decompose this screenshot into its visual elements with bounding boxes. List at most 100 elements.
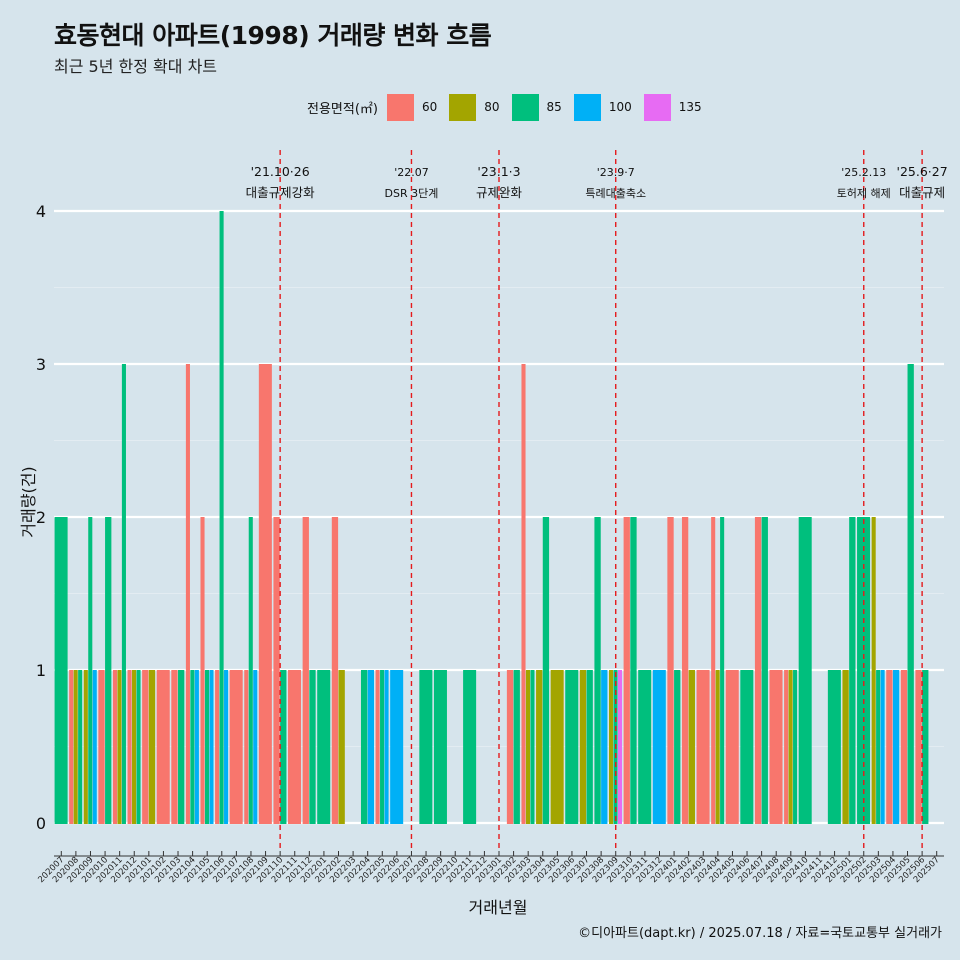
bar-202404-85 — [720, 517, 725, 824]
bars — [54, 211, 929, 824]
legend-title: 전용면적(㎡) — [307, 101, 378, 117]
bar-202308-85 — [594, 517, 601, 824]
bar-202404-60 — [711, 517, 716, 824]
bar-202109-60 — [258, 364, 272, 824]
bar-202108-100 — [253, 670, 258, 824]
event-date-202309: '23.9·7 — [597, 166, 635, 179]
bar-202304-85 — [542, 517, 550, 824]
bar-202504-100 — [892, 670, 900, 824]
bar-202202-60 — [331, 517, 339, 824]
bar-202503-100 — [880, 670, 885, 824]
y-tick-label-4: 4 — [36, 202, 46, 221]
bar-202012-80 — [132, 670, 137, 824]
event-date-202502: '25.2.13 — [841, 166, 886, 179]
bar-202103-60 — [171, 670, 178, 824]
bar-202010-85 — [105, 517, 112, 824]
bar-202104-100 — [194, 670, 199, 824]
bar-202402-80 — [688, 670, 695, 824]
bar-202111-60 — [288, 670, 302, 824]
bar-202409-80 — [788, 670, 793, 824]
y-tick-label-0: 0 — [36, 814, 46, 833]
bar-202404-80 — [715, 670, 720, 824]
bar-202503-80 — [871, 517, 876, 824]
bar-202505-85 — [907, 364, 914, 824]
bar-202307-80 — [579, 670, 587, 824]
bar-202108-60 — [244, 670, 249, 824]
event-date-202207: '22.07 — [394, 166, 429, 179]
bar-202407-85 — [761, 517, 768, 824]
legend-label-85: 85 — [546, 100, 562, 114]
bar-202211-85 — [463, 670, 477, 824]
bar-202205-60 — [375, 670, 380, 824]
bar-202112-85 — [309, 670, 316, 824]
bar-202311-85 — [638, 670, 652, 824]
bar-202310-85 — [630, 517, 637, 824]
bar-202101-60 — [142, 670, 149, 824]
bar-202209-85 — [433, 670, 447, 824]
event-label-202506: 대출규제 — [899, 185, 945, 200]
event-lines: '21.10·26 대출규제강화 '22.07 DSR 3단계 '23.1·3 규제완화 '… — [246, 150, 948, 850]
legend-key-80: 80 — [449, 93, 505, 121]
bar-202403-60 — [696, 670, 710, 824]
bar-202206-100 — [390, 670, 404, 824]
event-label-202502: 토허제 해제 — [837, 186, 891, 200]
bar-202205-85 — [380, 670, 385, 824]
event-date-202506: '25.6·27 — [897, 164, 948, 179]
bar-202407-60 — [754, 517, 762, 824]
bar-202008-60 — [69, 670, 74, 824]
bar-202405-60 — [725, 670, 739, 824]
bar-202110-60 — [273, 517, 280, 824]
x-axis-title: 거래년월 — [469, 898, 528, 917]
bar-202502-85 — [857, 517, 871, 824]
bar-202204-85 — [360, 670, 368, 824]
bar-202112-60 — [302, 517, 309, 824]
bar-202307-85 — [586, 670, 593, 824]
bar-202310-60 — [623, 517, 630, 824]
bar-202102-60 — [156, 670, 170, 824]
bar-202503-85 — [876, 670, 881, 824]
bar-202505-60 — [900, 670, 908, 824]
event-label-202207: DSR 3단계 — [385, 187, 439, 200]
bar-202506-60 — [915, 670, 922, 824]
event-label-202110: 대출규제강화 — [246, 185, 316, 200]
legend-label-60: 60 — [421, 100, 438, 114]
bar-202402-60 — [681, 517, 689, 824]
bar-202410-85 — [798, 517, 812, 824]
bar-202309-135 — [617, 670, 623, 824]
legend-label-100: 100 — [608, 100, 632, 114]
bar-202204-100 — [367, 670, 374, 824]
bar-202008-80 — [73, 670, 78, 824]
bar-202205-100 — [384, 670, 389, 824]
bar-202501-80 — [842, 670, 849, 824]
bar-202011-80 — [117, 670, 122, 824]
bar-202106-85 — [219, 211, 224, 824]
bar-202208-85 — [419, 670, 433, 824]
legend-key-85: 85 — [511, 93, 568, 121]
bar-202304-80 — [536, 670, 543, 824]
bar-202201-85 — [317, 670, 331, 824]
bar-202009-100 — [92, 670, 97, 824]
y-tick-label-1: 1 — [36, 661, 46, 680]
bar-202011-85 — [121, 364, 126, 824]
bar-202401-85 — [674, 670, 681, 824]
bar-202008-85 — [78, 670, 83, 824]
bar-202105-60 — [200, 517, 205, 824]
bar-202303-85 — [530, 670, 535, 824]
bar-202104-60 — [185, 364, 190, 824]
bar-202312-100 — [652, 670, 666, 824]
bar-202106-60 — [215, 670, 220, 824]
bar-202412-85 — [827, 670, 841, 824]
bar-202107-60 — [229, 670, 243, 824]
legend-label-135: 135 — [678, 100, 702, 114]
event-date-202301: '23.1·3 — [477, 164, 520, 179]
legend-swatch-135 — [643, 93, 671, 121]
bar-202007-85 — [54, 517, 68, 824]
bar-202012-85 — [136, 670, 141, 824]
bar-202408-60 — [769, 670, 783, 824]
bar-202409-85 — [793, 670, 798, 824]
legend-key-100: 100 — [573, 93, 638, 121]
event-date-202110: '21.10·26 — [251, 164, 310, 179]
bar-202011-60 — [112, 670, 118, 824]
legend-swatch-60 — [386, 93, 414, 121]
